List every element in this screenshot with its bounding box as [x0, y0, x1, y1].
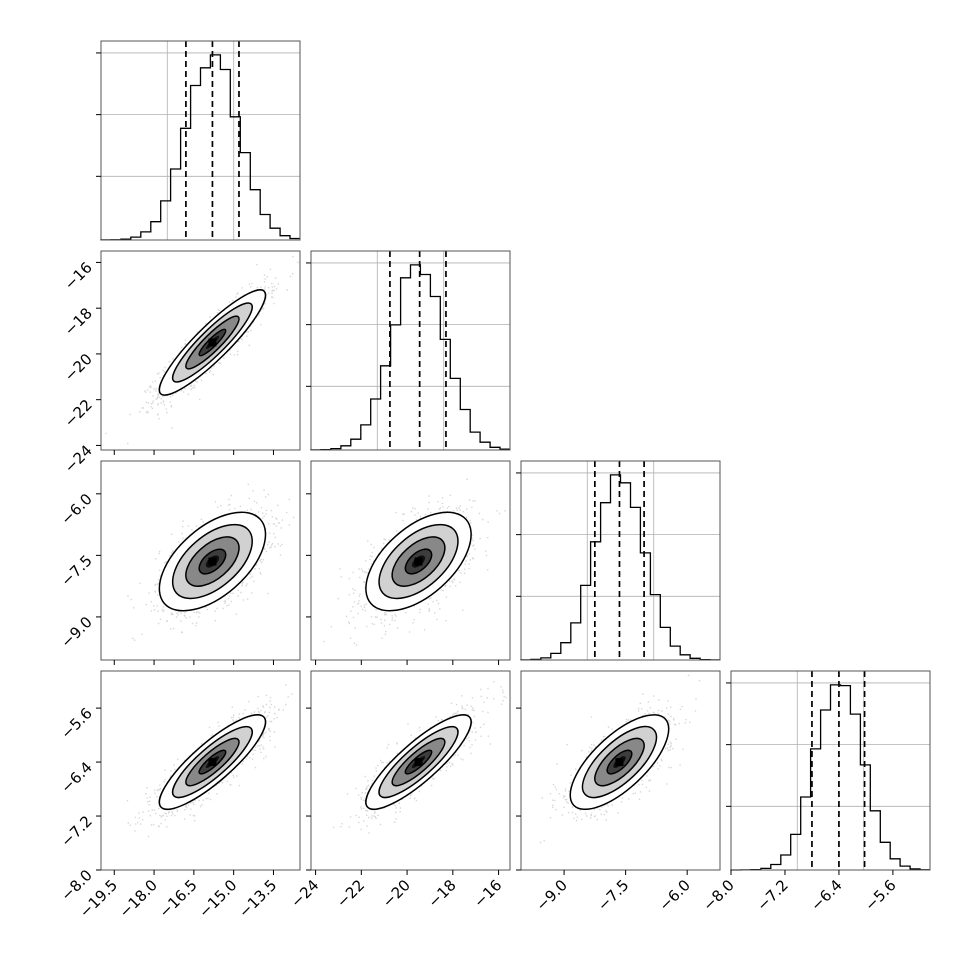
- contour-line-1: [158, 714, 267, 811]
- histogram-panel-3: [516, 460, 721, 661]
- contour-line-2: [581, 725, 658, 799]
- x-tick-label-4-4: −5.6: [861, 876, 899, 914]
- scatter-panel-3-2: [310, 460, 511, 661]
- x-tick-label-4-3: −6.4: [807, 876, 845, 914]
- peak-marker: [208, 557, 217, 566]
- y-tick-label-3-3: −9.0: [57, 613, 95, 651]
- panel-frame: [100, 670, 301, 871]
- x-tick-label-4-2: −7.2: [753, 876, 791, 914]
- panel-content: [323, 478, 506, 646]
- peak-marker: [414, 557, 423, 566]
- contour-line-3: [391, 536, 446, 587]
- x-tick-label-3-1: −9.0: [532, 876, 570, 914]
- x-tick-label-1-2: −18.0: [116, 876, 161, 921]
- peak-marker: [208, 338, 217, 347]
- panel-frame: [310, 670, 511, 871]
- y-tick-label-2-2: −18: [61, 304, 96, 339]
- y-tick-label-4-2: −6.4: [57, 758, 95, 796]
- contour-line-1: [569, 714, 670, 811]
- contour-line-3: [185, 315, 240, 370]
- contour-line-1: [158, 511, 267, 612]
- x-tick-label-2-5: −16: [470, 876, 505, 911]
- histogram-step-line: [100, 54, 300, 241]
- y-tick-label-3-2: −7.5: [57, 551, 95, 589]
- x-tick-label-3-2: −7.5: [594, 876, 632, 914]
- contour-line-4: [404, 548, 433, 575]
- x-tick-label-2-1: −24: [287, 876, 322, 911]
- histogram-panel-1: [96, 40, 301, 241]
- panel-frame: [520, 670, 721, 871]
- x-tick-label-2-2: −22: [333, 876, 368, 911]
- y-tick-label-2-5: −24: [61, 442, 96, 477]
- contour-line-1: [158, 289, 267, 396]
- y-tick-label-2-1: −16: [61, 259, 96, 294]
- panel-content: [539, 674, 701, 844]
- contour-line-3: [185, 737, 240, 787]
- contour-line-1: [365, 714, 472, 811]
- panel-content: [126, 684, 293, 838]
- panel-frame: [310, 460, 511, 661]
- panel-content: [332, 681, 507, 834]
- panel-frame: [100, 40, 301, 241]
- x-tick-label-4-1: −8.0: [699, 876, 737, 914]
- x-tick-label-3-3: −6.0: [656, 876, 694, 914]
- contour-line-3: [391, 737, 446, 787]
- scatter-panel-4-2: [310, 670, 511, 871]
- x-tick-label-1-5: −13.5: [235, 876, 280, 921]
- contour-line-2: [171, 302, 253, 383]
- contour-line-2: [378, 523, 459, 600]
- x-tick-label-2-4: −18: [425, 876, 460, 911]
- histogram-panel-4: [726, 670, 931, 871]
- contour-line-2: [171, 523, 253, 600]
- scatter-panel-3-1: [100, 460, 301, 661]
- panel-frame: [730, 670, 931, 871]
- histogram-panel-2: [306, 250, 511, 451]
- contour-line-3: [185, 536, 240, 587]
- contour-line-4: [606, 749, 633, 775]
- x-tick-label-1-3: −16.5: [155, 876, 200, 921]
- y-tick-label-4-1: −5.6: [57, 704, 95, 742]
- contour-line-2: [378, 725, 459, 799]
- panel-frame: [100, 250, 301, 451]
- contour-line-2: [171, 725, 253, 799]
- peak-marker: [208, 758, 217, 767]
- panel-frame: [310, 250, 511, 451]
- panel-frame: [100, 460, 301, 661]
- panel-content: [127, 483, 295, 641]
- panel-content: [105, 256, 299, 445]
- peak-marker: [414, 758, 423, 767]
- histogram-step-line: [520, 474, 720, 661]
- y-tick-label-2-3: −20: [61, 350, 96, 385]
- y-tick-label-2-4: −22: [61, 396, 96, 431]
- y-tick-label-3-1: −6.0: [57, 490, 95, 528]
- y-tick-label-4-3: −7.2: [57, 812, 95, 850]
- histogram-step-line: [730, 684, 930, 871]
- contour-line-1: [365, 511, 472, 612]
- panel-frame: [520, 460, 721, 661]
- contour-line-4: [198, 548, 227, 575]
- x-tick-label-1-4: −15.0: [195, 876, 240, 921]
- contour-line-3: [594, 737, 645, 787]
- scatter-panel-4-1: [100, 670, 301, 871]
- x-tick-label-2-3: −20: [379, 876, 414, 911]
- scatter-panel-4-3: [520, 670, 721, 871]
- scatter-panel-2-1: [100, 250, 301, 451]
- peak-marker: [615, 758, 624, 767]
- histogram-step-line: [310, 264, 510, 451]
